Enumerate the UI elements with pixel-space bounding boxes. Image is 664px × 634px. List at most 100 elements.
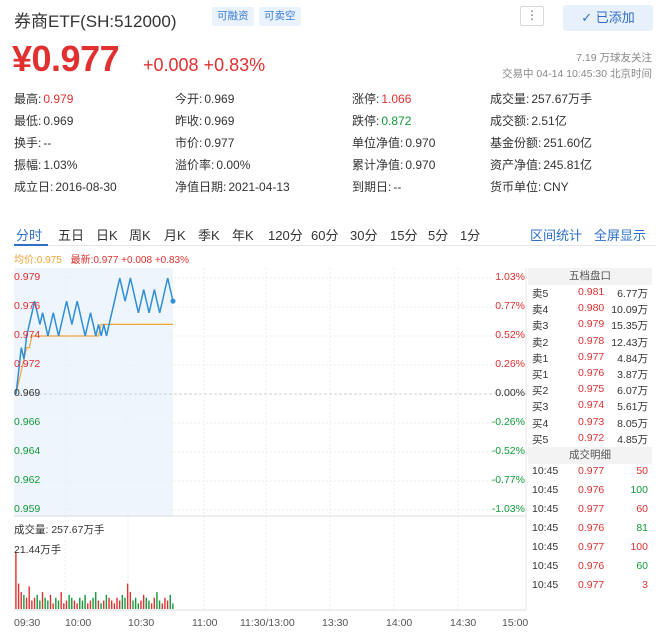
ask-price: 0.981 (578, 286, 605, 298)
y-right-label: 1.03% (495, 271, 525, 283)
more-menu-button[interactable]: ⋮ (520, 6, 544, 26)
info-cell: 最高: 0.979 (14, 90, 73, 107)
x-axis-label: 14:30 (450, 617, 477, 629)
volume-bar (71, 597, 73, 609)
volume-bar (36, 594, 38, 609)
info-key: 市价: (175, 136, 203, 150)
volume-bar (134, 597, 137, 609)
bid-price: 0.974 (578, 399, 605, 412)
info-cell: 市价: 0.977 (175, 134, 234, 151)
x-axis-label: 11:00 (192, 617, 218, 629)
tab-7[interactable]: 120分 (268, 228, 303, 243)
volume-bar (97, 600, 100, 609)
ask-qty: 15.35万 (611, 320, 648, 333)
tab-12[interactable]: 1分 (460, 228, 481, 243)
volume-bar (100, 603, 102, 609)
info-value: 1.066 (381, 92, 412, 106)
volume-bar (137, 603, 140, 609)
volume-bar (166, 600, 169, 609)
volume-bar (49, 594, 52, 609)
tick-row: 10:45 0.977 100 (528, 540, 652, 559)
ask-level: 卖2 (532, 336, 549, 349)
range-stats-button[interactable]: 区间统计 (530, 228, 583, 243)
info-value: 0.969 (43, 114, 74, 128)
info-key: 振幅: (14, 158, 42, 172)
volume-bar (25, 597, 28, 609)
tab-9[interactable]: 30分 (350, 228, 378, 243)
tab-2[interactable]: 日K (96, 228, 118, 243)
ask-qty: 12.43万 (611, 336, 648, 349)
ask-row: 卖3 0.979 15.35万 (528, 317, 652, 333)
info-cell: 溢价率: 0.00% (175, 156, 250, 173)
tick-price: 0.977 (578, 502, 605, 515)
tab-11[interactable]: 5分 (428, 228, 449, 243)
info-value: 0.872 (381, 114, 412, 128)
tick-volume: 50 (636, 464, 648, 477)
tab-6[interactable]: 年K (232, 228, 254, 243)
info-value: 0.969 (204, 114, 235, 128)
volume-bar (158, 600, 161, 609)
tab-3[interactable]: 周K (129, 228, 151, 243)
margin-tag: 可融资 (212, 7, 254, 26)
y-right-label: 0.77% (495, 300, 525, 312)
order-book-panel: 五档盘口 卖5 0.981 6.77万 卖4 0.980 10.09万 卖3 0.979 15.3… (528, 268, 652, 597)
bid-qty: 5.61万 (617, 401, 648, 414)
tick-price: 0.976 (578, 483, 605, 496)
tick-row: 10:45 0.976 60 (528, 559, 652, 578)
info-value: 0.977 (204, 136, 235, 150)
tick-volume: 60 (636, 559, 648, 572)
volume-bar (17, 583, 20, 609)
chart-legend: 均价:0.975 最新:0.977 +0.008 +0.83% (14, 251, 189, 266)
info-key: 基金份额: (490, 136, 542, 150)
followers-count: 7.19 万球友关注 (576, 52, 652, 64)
added-watchlist-button[interactable]: ✓ 已添加 (563, 5, 653, 31)
tab-4[interactable]: 月K (164, 228, 186, 243)
y-left-label: 0.974 (14, 329, 41, 341)
x-axis-label: 11:30/13:00 (240, 617, 295, 629)
info-cell: 成交额: 2.51亿 (490, 112, 567, 129)
info-cell: 货币单位: CNY (490, 178, 569, 195)
tick-volume: 3 (642, 578, 648, 591)
volume-bar (47, 600, 49, 609)
ask-level: 卖4 (532, 304, 549, 317)
tick-volume: 100 (630, 540, 648, 553)
fullscreen-button[interactable]: 全屏显示 (594, 228, 647, 243)
bid-level: 买5 (532, 433, 549, 446)
bid-price: 0.972 (578, 431, 605, 444)
ask-row: 卖5 0.981 6.77万 (528, 285, 652, 301)
info-key: 跌停: (352, 114, 380, 128)
volume-bar (92, 597, 94, 609)
ask-price: 0.980 (578, 302, 605, 315)
bid-level: 买2 (532, 385, 549, 398)
x-axis-label: 10:30 (128, 617, 155, 629)
tick-price: 0.976 (578, 521, 605, 534)
volume-bar (60, 592, 62, 609)
bid-price: 0.976 (578, 366, 605, 379)
info-value: 245.81亿 (543, 158, 593, 172)
volume-bar (121, 594, 124, 609)
ask-level: 卖5 (532, 288, 549, 300)
tab-8[interactable]: 60分 (311, 228, 339, 243)
info-key: 今开: (175, 92, 203, 106)
tick-row: 10:45 0.977 50 (528, 464, 652, 483)
info-key: 资产净值: (490, 158, 542, 172)
y-left-label: 0.964 (14, 445, 41, 457)
tab-5[interactable]: 季K (198, 228, 220, 243)
volume-bar (81, 600, 84, 609)
volume-bar (105, 594, 108, 609)
info-cell: 昨收: 0.969 (175, 112, 234, 129)
y-right-label: -0.26% (491, 416, 525, 428)
tick-time: 10:45 (532, 578, 559, 591)
bid-row: 买2 0.975 6.07万 (528, 382, 652, 398)
tab-0[interactable]: 分时 (16, 228, 43, 243)
order-book-title: 五档盘口 (528, 268, 652, 285)
info-value: 1.03% (43, 158, 78, 172)
ask-qty: 10.09万 (611, 304, 648, 317)
tab-1[interactable]: 五日 (58, 228, 85, 243)
tab-10[interactable]: 15分 (390, 228, 418, 243)
info-value: 2016-08-30 (55, 180, 117, 194)
bid-qty: 6.07万 (617, 385, 648, 398)
info-value: 251.60亿 (543, 136, 593, 150)
volume-bar (164, 597, 166, 609)
volume-bar (126, 583, 129, 609)
